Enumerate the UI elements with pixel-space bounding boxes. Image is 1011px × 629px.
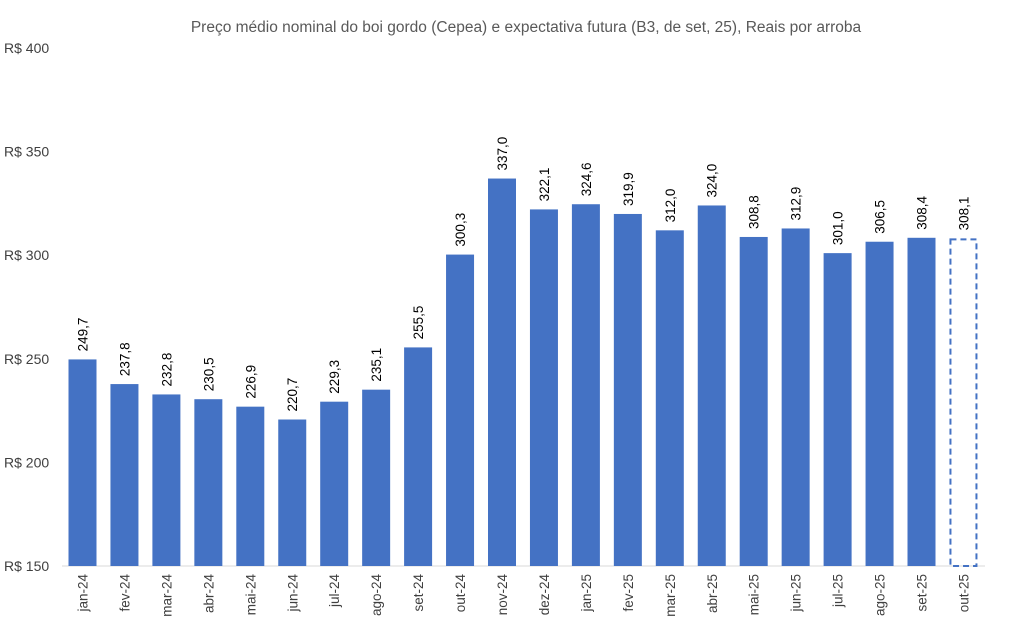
data-label: 235,1 xyxy=(369,348,384,382)
chart-title: Preço médio nominal do boi gordo (Cepea)… xyxy=(191,19,862,36)
x-tick-label: set-25 xyxy=(915,574,930,612)
bars: 249,7 237,8 232,8 230,5 226,9 220,7 229,3 235,1… xyxy=(68,137,978,567)
x-tick-label: out-25 xyxy=(956,574,971,612)
data-label: 226,9 xyxy=(243,365,258,399)
x-tick-label: ago-24 xyxy=(369,574,384,617)
data-label: 249,7 xyxy=(76,318,91,352)
data-label: 319,9 xyxy=(621,172,636,206)
y-tick-label: R$ 150 xyxy=(4,558,49,574)
data-label: 301,0 xyxy=(831,211,846,245)
x-tick-label: mai-24 xyxy=(243,574,258,616)
data-label: 337,0 xyxy=(495,137,510,171)
x-tick-label: abr-25 xyxy=(705,574,720,613)
bar xyxy=(236,406,265,566)
bar xyxy=(110,384,139,566)
x-tick-label: ago-25 xyxy=(873,574,888,616)
bar-projected xyxy=(949,238,978,567)
data-label: 300,3 xyxy=(453,213,468,247)
data-label: 308,4 xyxy=(915,196,930,230)
y-tick-label: R$ 300 xyxy=(4,247,49,263)
bar xyxy=(865,241,894,566)
data-label: 308,1 xyxy=(956,197,971,231)
bar xyxy=(571,204,600,566)
data-label: 322,1 xyxy=(537,168,552,202)
bar xyxy=(697,205,726,567)
data-label: 324,0 xyxy=(705,164,720,198)
x-tick-label: mar-24 xyxy=(159,574,174,617)
x-tick-label: set-24 xyxy=(411,574,426,612)
data-label: 306,5 xyxy=(873,200,888,234)
x-tick-label: mar-25 xyxy=(663,574,678,617)
x-tick-label: jul-25 xyxy=(831,574,846,608)
bar xyxy=(781,228,810,567)
x-tick-label: jan-24 xyxy=(76,574,91,613)
x-axis: jan-24 fev-24 mar-24 abr-24 mai-24 jun-24 jul-… xyxy=(76,574,972,617)
x-tick-label: jun-25 xyxy=(789,574,804,613)
x-tick-label: fev-25 xyxy=(621,574,636,612)
data-label: 308,8 xyxy=(747,195,762,229)
bar xyxy=(404,347,433,566)
bar xyxy=(823,253,852,567)
bar xyxy=(655,230,684,566)
bar xyxy=(529,209,558,566)
data-label: 230,5 xyxy=(201,357,216,391)
bar xyxy=(194,399,223,566)
data-label: 312,9 xyxy=(789,187,804,221)
data-label: 324,6 xyxy=(579,162,594,196)
x-tick-label: nov-24 xyxy=(495,574,510,616)
data-label: 232,8 xyxy=(159,353,174,387)
data-label: 220,7 xyxy=(285,378,300,412)
y-tick-label: R$ 200 xyxy=(4,454,49,470)
x-tick-label: fev-24 xyxy=(117,574,132,612)
x-tick-label: jul-24 xyxy=(327,574,342,609)
bar xyxy=(613,213,642,566)
bar xyxy=(362,389,391,566)
y-tick-label: R$ 350 xyxy=(4,144,49,160)
bar xyxy=(739,236,768,566)
x-tick-label: jun-24 xyxy=(285,574,300,613)
x-tick-label: abr-24 xyxy=(201,574,216,614)
x-tick-label: jan-25 xyxy=(579,574,594,613)
bar xyxy=(278,419,307,566)
bar xyxy=(488,178,516,566)
x-tick-label: mai-25 xyxy=(747,574,762,615)
bar xyxy=(446,254,475,566)
y-axis: R$ 150 R$ 200 R$ 250 R$ 300 R$ 350 R$ 400 xyxy=(4,40,49,574)
bar xyxy=(68,359,97,566)
bar xyxy=(907,237,936,566)
data-label: 237,8 xyxy=(117,342,132,376)
bar xyxy=(320,401,349,566)
data-label: 312,0 xyxy=(663,189,678,223)
x-tick-label: out-24 xyxy=(453,574,468,613)
data-label: 229,3 xyxy=(327,360,342,394)
y-tick-label: R$ 400 xyxy=(4,40,49,56)
x-tick-label: dez-24 xyxy=(537,574,552,616)
y-tick-label: R$ 250 xyxy=(4,351,49,367)
data-label: 255,5 xyxy=(411,306,426,340)
bar xyxy=(152,394,181,566)
